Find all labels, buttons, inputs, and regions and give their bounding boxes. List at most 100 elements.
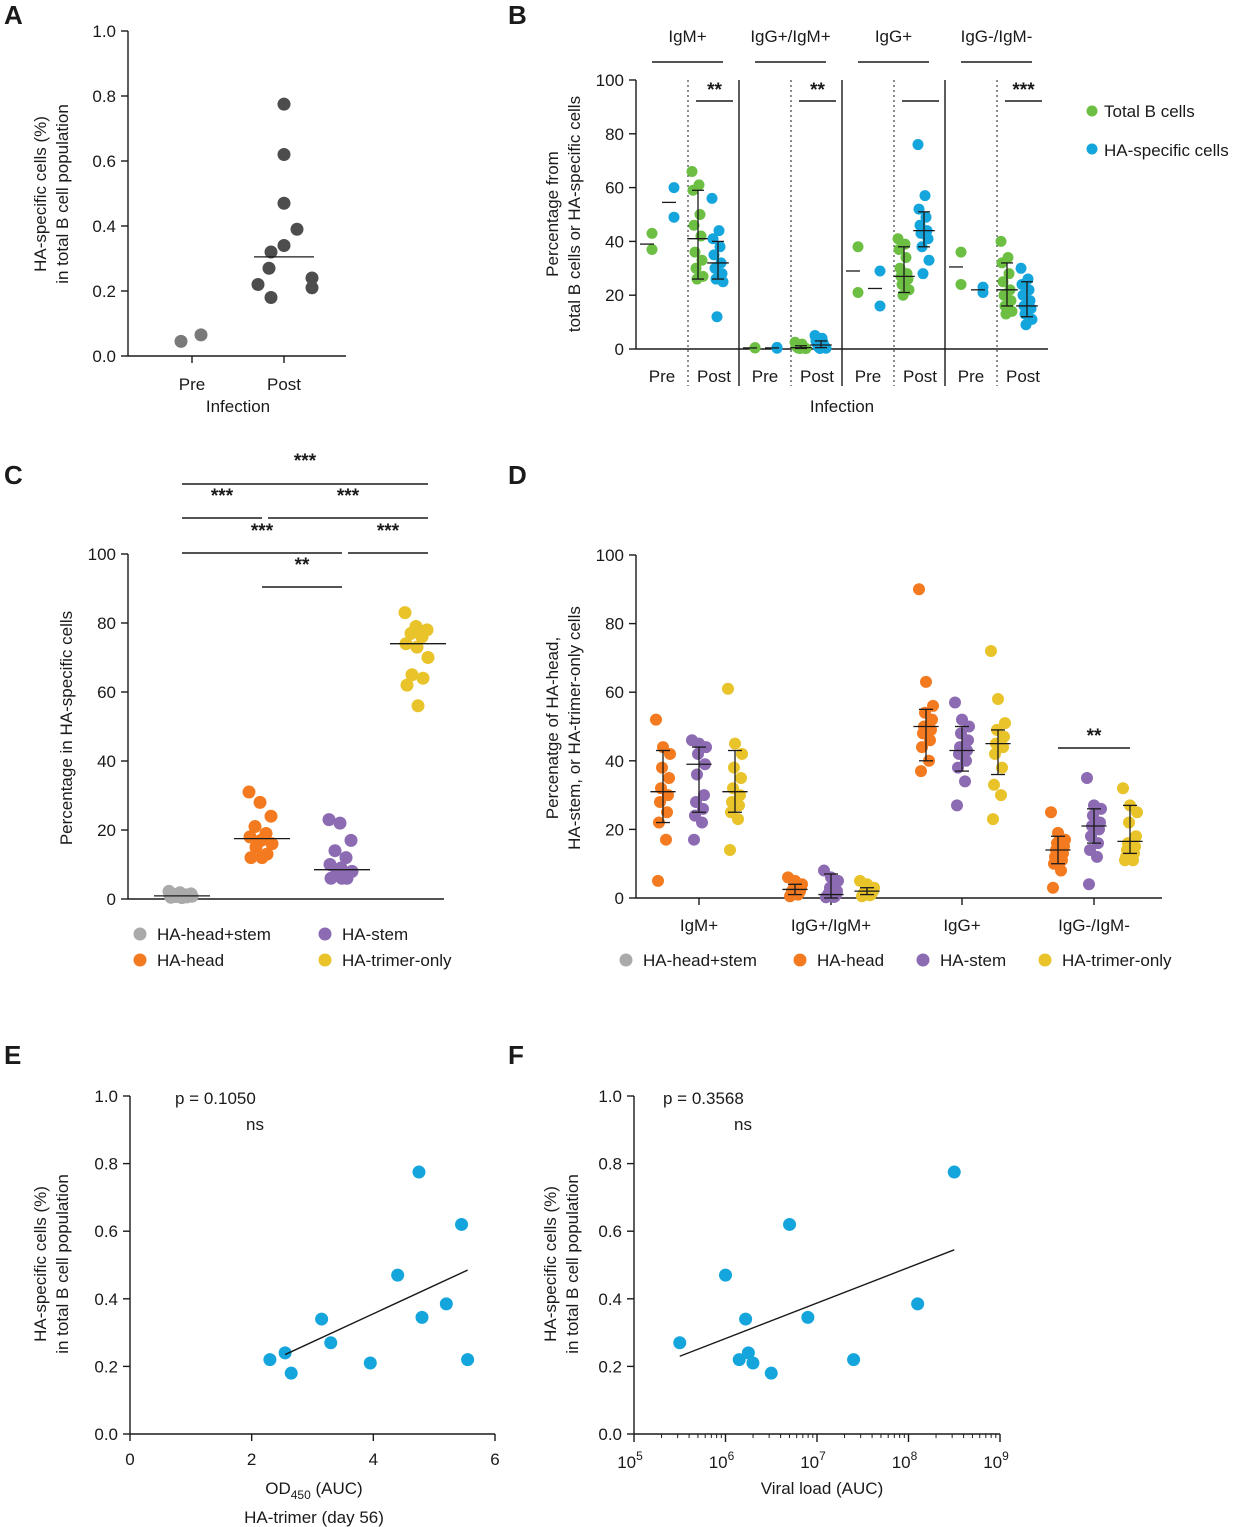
- c-y-tick-label: 80: [97, 614, 116, 633]
- b-post-label: Post: [800, 367, 834, 386]
- e-point: [324, 1336, 337, 1349]
- b-point-ha-specific: [707, 193, 718, 204]
- e-x-label: OD450 (AUC): [265, 1479, 362, 1502]
- f-x-tick-base: 10: [892, 1453, 911, 1472]
- b-pre-label: Pre: [752, 367, 778, 386]
- e-y-label: in total B cell population: [53, 1174, 72, 1354]
- e-y-tick-label: 0.4: [94, 1290, 118, 1309]
- e-x-tick-label: 4: [369, 1450, 378, 1469]
- d-point-ha-trimer-only: [728, 762, 740, 774]
- e-point: [285, 1367, 298, 1380]
- d-point-ha-trimer-only: [856, 890, 868, 902]
- b-isotype-label: IgM+: [668, 27, 706, 46]
- d-point-ha-stem: [959, 775, 971, 787]
- panel-letter-e: E: [4, 1040, 21, 1070]
- c-sig-stars: **: [295, 555, 310, 576]
- d-point-ha-head: [654, 796, 666, 808]
- b-x-label: Infection: [810, 397, 874, 416]
- d-y-label: HA-stem, or HA-trimer-only cells: [565, 606, 584, 850]
- b-pre-label: Pre: [855, 367, 881, 386]
- f-x-tick-exp: 6: [728, 1449, 735, 1463]
- b-point-ha-specific: [712, 311, 723, 322]
- b-y-label: Percentage from: [543, 151, 562, 277]
- b-point-ha-specific: [920, 190, 931, 201]
- c-point-ha-stem: [334, 817, 347, 830]
- b-legend-total-b: Total B cells: [1104, 102, 1195, 121]
- b-y-tick-label: 20: [605, 286, 624, 305]
- f-p-value: p = 0.3568: [663, 1089, 744, 1108]
- e-x-label-rest: (AUC): [311, 1479, 363, 1498]
- d-point-ha-trimer-only: [735, 772, 747, 784]
- d-point-ha-trimer-only: [1119, 854, 1131, 866]
- d-y-tick-label: 0: [615, 889, 624, 908]
- f-x-tick-label: 109: [983, 1449, 1009, 1472]
- b-point-total-b: [996, 236, 1007, 247]
- c-point-ha-stem: [336, 872, 349, 885]
- b-sig-stars: **: [707, 80, 722, 101]
- a-y-tick-label: 0.4: [92, 217, 116, 236]
- f-point: [911, 1297, 924, 1310]
- c-point-ha-stem: [323, 813, 336, 826]
- f-point: [746, 1357, 759, 1370]
- c-y-tick-label: 0: [107, 890, 116, 909]
- c-legend-marker: [319, 928, 332, 941]
- d-x-tick-label: IgG+: [943, 916, 980, 935]
- b-y-label: total B cells or HA-specific cells: [565, 96, 584, 332]
- a-point-post: [278, 98, 291, 111]
- a-y-tick-label: 0.8: [92, 87, 116, 106]
- c-sig-stars: ***: [211, 486, 234, 507]
- c-y-tick-label: 20: [97, 821, 116, 840]
- f-point: [783, 1218, 796, 1231]
- b-pre-label: Pre: [649, 367, 675, 386]
- f-y-tick-label: 0.4: [598, 1290, 622, 1309]
- b-post-label: Post: [903, 367, 937, 386]
- d-point-ha-trimer-only: [729, 738, 741, 750]
- panel-b-chart: 020406080100Percentage from total B cells…: [543, 27, 1229, 416]
- a-y-tick-label: 0.6: [92, 152, 116, 171]
- e-point: [440, 1297, 453, 1310]
- c-legend-marker: [134, 928, 147, 941]
- c-point-ha-trimer-only: [401, 679, 414, 692]
- b-point-total-b: [956, 279, 967, 290]
- a-point-post: [252, 278, 265, 291]
- b-sig-stars: **: [810, 80, 825, 101]
- b-point-ha-specific: [978, 287, 989, 298]
- c-point-ha-trimer-only: [417, 672, 430, 685]
- f-y-tick-label: 0.6: [598, 1222, 622, 1241]
- b-point-ha-specific: [1021, 319, 1032, 330]
- e-point: [364, 1357, 377, 1370]
- a-y-label: in total B cell population: [53, 104, 72, 284]
- a-point-post: [278, 197, 291, 210]
- e-p-value: p = 0.1050: [175, 1089, 256, 1108]
- d-point-ha-stem: [688, 834, 700, 846]
- f-x-tick-base: 10: [983, 1453, 1002, 1472]
- c-point-ha-head: [243, 786, 256, 799]
- a-y-label: HA-specific cells (%): [31, 116, 50, 272]
- f-point: [765, 1367, 778, 1380]
- a-y-tick-label: 0.2: [92, 282, 116, 301]
- d-point-ha-stem: [951, 799, 963, 811]
- b-pre-label: Pre: [958, 367, 984, 386]
- c-y-tick-label: 100: [88, 545, 116, 564]
- d-point-ha-trimer-only: [722, 683, 734, 695]
- a-point-post: [291, 223, 304, 236]
- f-y-label-group: HA-specific cells (%) in total B cell pop…: [541, 1174, 582, 1354]
- b-post-label: Post: [697, 367, 731, 386]
- a-x-label: Infection: [206, 397, 270, 416]
- d-y-tick-label: 20: [605, 820, 624, 839]
- panel-a-chart: 0.00.20.40.60.81.0Pre PostInfectionHA-spe…: [31, 22, 346, 416]
- f-point: [673, 1336, 686, 1349]
- b-point-ha-specific: [875, 300, 886, 311]
- f-y-label: HA-specific cells (%): [541, 1186, 560, 1342]
- c-point-ha-head: [254, 796, 267, 809]
- d-point-ha-trimer-only: [1123, 817, 1135, 829]
- a-point-post: [278, 148, 291, 161]
- b-legend-ha-specific: HA-specific cells: [1104, 141, 1229, 160]
- c-point-ha-trimer-only: [422, 651, 435, 664]
- d-point-ha-head: [784, 890, 796, 902]
- d-sig-stars: **: [1087, 726, 1102, 747]
- a-point-pre: [175, 335, 188, 348]
- d-point-ha-stem: [1091, 851, 1103, 863]
- f-x-tick-base: 10: [800, 1453, 819, 1472]
